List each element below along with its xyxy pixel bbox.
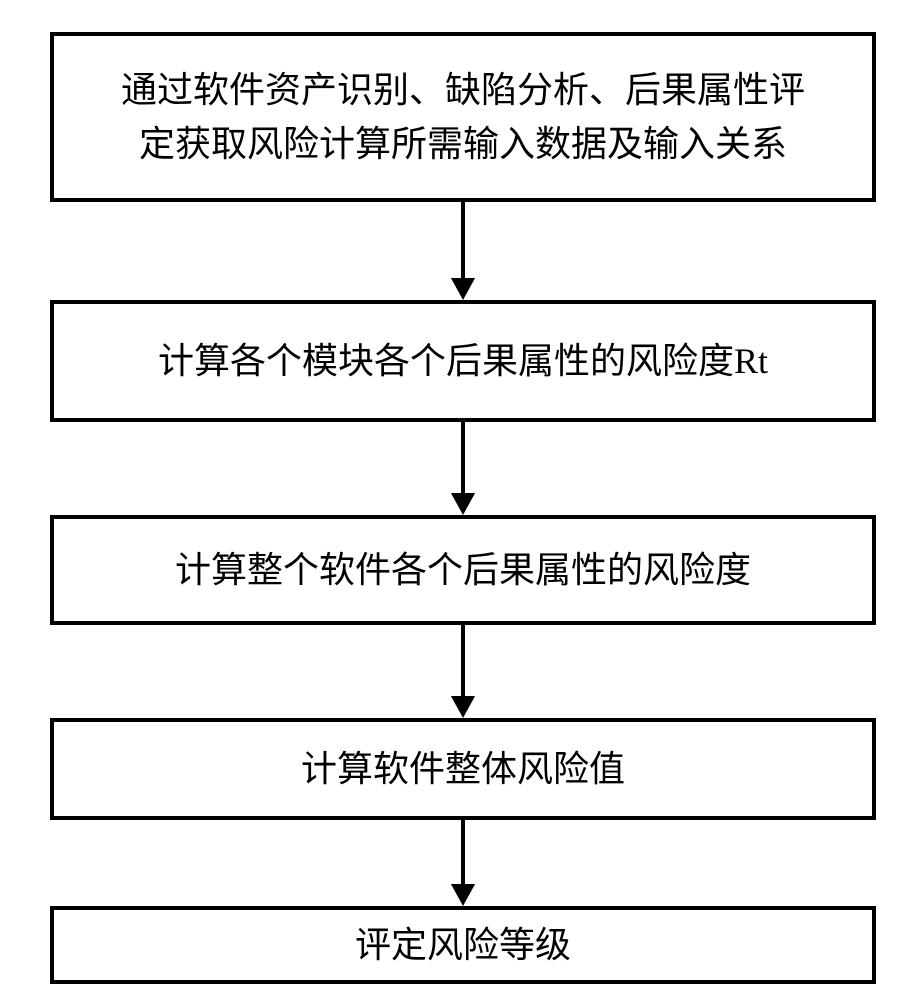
flowchart-node-label: 通过软件资产识别、缺陷分析、后果属性评 定获取风险计算所需输入数据及输入关系	[121, 63, 805, 171]
flowchart-node-n5: 评定风险等级	[50, 906, 876, 984]
flowchart-node-label: 计算软件整体风险值	[301, 742, 625, 796]
flowchart-canvas: 通过软件资产识别、缺陷分析、后果属性评 定获取风险计算所需输入数据及输入关系计算…	[0, 0, 915, 1000]
flowchart-arrow-n3-n4	[441, 625, 485, 718]
flowchart-arrow-n1-n2	[441, 202, 485, 300]
flowchart-node-n1: 通过软件资产识别、缺陷分析、后果属性评 定获取风险计算所需输入数据及输入关系	[50, 32, 876, 202]
flowchart-node-label: 计算整个软件各个后果属性的风险度	[175, 543, 751, 597]
flowchart-node-n3: 计算整个软件各个后果属性的风险度	[50, 515, 876, 625]
flowchart-node-label: 评定风险等级	[355, 918, 571, 972]
flowchart-arrow-n4-n5	[441, 820, 485, 906]
flowchart-node-n4: 计算软件整体风险值	[50, 718, 876, 820]
flowchart-node-label: 计算各个模块各个后果属性的风险度Rt	[158, 334, 768, 388]
flowchart-arrow-n2-n3	[441, 422, 485, 515]
flowchart-node-n2: 计算各个模块各个后果属性的风险度Rt	[50, 300, 876, 422]
